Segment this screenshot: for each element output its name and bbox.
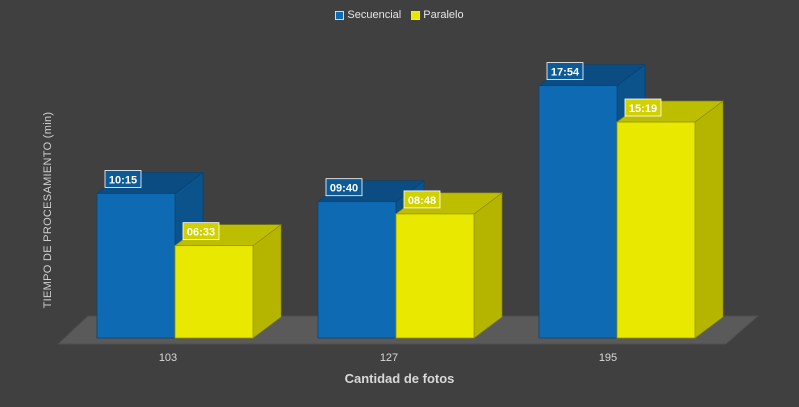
bar-side-paralelo-127 xyxy=(473,192,503,339)
legend: Secuencial Paralelo xyxy=(0,9,799,21)
legend-label-secuencial: Secuencial xyxy=(347,9,402,21)
data-label-paralelo-103: 06:33 xyxy=(187,227,215,239)
legend-swatch-secuencial xyxy=(335,10,345,20)
bar-side-paralelo-195 xyxy=(694,100,724,339)
data-label-box-paralelo-103 xyxy=(182,222,220,241)
data-label-box-paralelo-195 xyxy=(624,98,662,117)
legend-item-paralelo: Paralelo xyxy=(411,9,464,21)
bar-secuencial-127 xyxy=(317,201,397,339)
x-tick-label-103: 103 xyxy=(159,352,177,364)
bar-paralelo-103 xyxy=(174,245,254,339)
data-label-box-secuencial-195 xyxy=(546,62,584,81)
data-label-box-paralelo-127 xyxy=(403,190,441,209)
data-label-secuencial-195: 17:54 xyxy=(551,67,580,79)
legend-swatch-paralelo xyxy=(411,10,421,20)
x-tick-label-195: 195 xyxy=(599,352,617,364)
legend-item-secuencial: Secuencial xyxy=(335,9,401,21)
legend-label-paralelo: Paralelo xyxy=(423,9,464,21)
x-tick-label-127: 127 xyxy=(380,352,398,364)
bar-paralelo-127 xyxy=(395,213,475,339)
x-axis-title: Cantidad de fotos xyxy=(344,371,455,386)
data-label-box-secuencial-127 xyxy=(325,178,363,197)
bar-paralelo-195 xyxy=(616,121,696,339)
data-label-paralelo-195: 15:19 xyxy=(629,103,657,115)
data-label-secuencial-127: 09:40 xyxy=(330,183,358,195)
data-label-paralelo-127: 08:48 xyxy=(408,195,436,207)
y-axis-title: TIEMPO DE PROCESAMIENTO (min) xyxy=(42,111,54,309)
bar-secuencial-195 xyxy=(538,85,618,339)
bar-secuencial-103 xyxy=(96,193,176,339)
data-label-secuencial-103: 10:15 xyxy=(109,174,137,186)
data-label-box-secuencial-103 xyxy=(104,170,142,188)
